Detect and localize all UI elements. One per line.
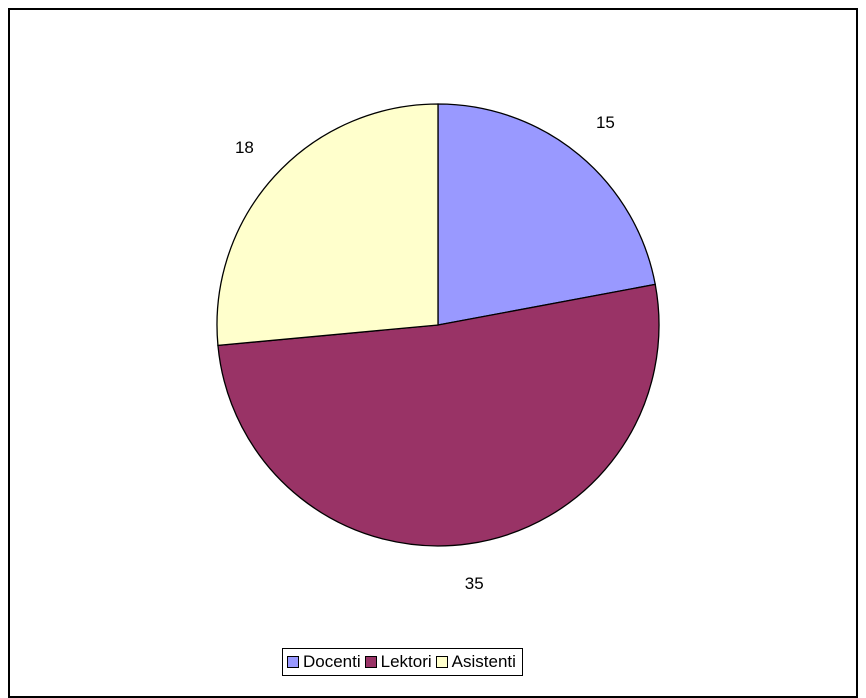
data-label-docenti: 15 (596, 113, 615, 132)
pie-slice-asistenti (216, 103, 439, 347)
chart-legend: Docenti Lektori Asistenti (282, 648, 523, 676)
pie-slice-lektori (217, 283, 660, 547)
data-label-asistenti: 18 (235, 138, 254, 157)
legend-swatch (364, 656, 377, 668)
data-label-lektori: 35 (465, 574, 484, 593)
pie-chart: 15 35 18 (216, 103, 660, 593)
pie-slice-docenti (437, 103, 656, 326)
pie-slices (216, 103, 660, 547)
pie-data-labels: 15 35 18 (235, 113, 615, 593)
legend-label: Docenti (303, 652, 361, 671)
legend-label: Asistenti (451, 652, 516, 671)
legend-swatch (435, 656, 448, 668)
legend-item-docenti: Docenti (287, 652, 361, 672)
legend-swatch (287, 656, 299, 668)
legend-item-lektori: Lektori (364, 652, 432, 672)
legend-item-asistenti: Asistenti (435, 652, 516, 672)
legend-label: Lektori (380, 652, 432, 671)
